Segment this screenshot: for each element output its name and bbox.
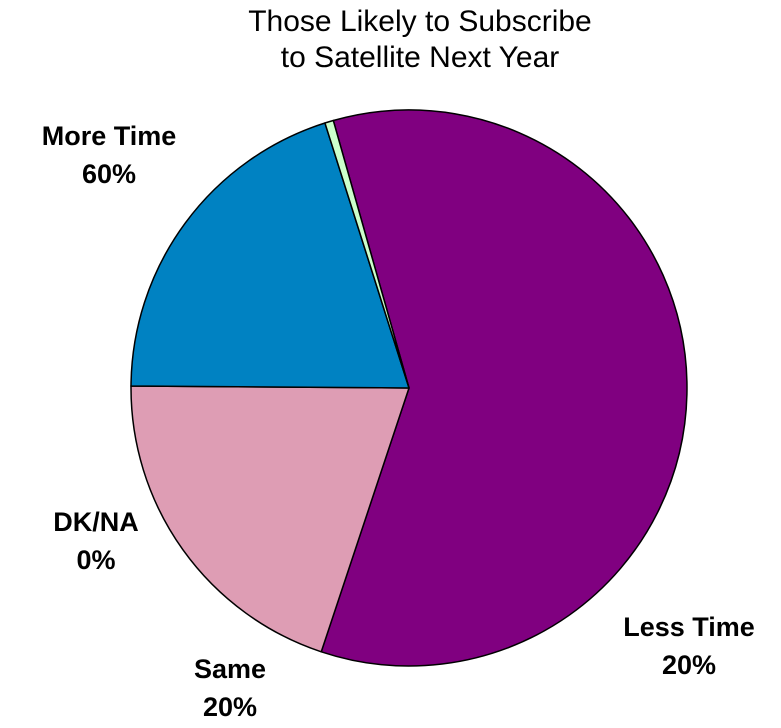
slice-label-dk-na: DK/NA 0% [30, 503, 162, 579]
slice-label-same-value: 20% [202, 692, 258, 722]
slice-label-more-time: More Time 60% [14, 117, 204, 193]
slice-label-more-time-value: 60% [81, 159, 137, 189]
slice-label-dk-na-value: 0% [76, 545, 116, 575]
slice-label-same-name: Same [193, 654, 267, 684]
pie-slice-same [130, 122, 410, 389]
pie-slice-more-time [320, 109, 688, 667]
chart-title: Those Likely to Subscribe to Satellite N… [190, 4, 650, 76]
slice-label-same: Same 20% [160, 650, 300, 726]
slice-label-less-time: Less Time 20% [604, 608, 774, 684]
chart-title-line-2: to Satellite Next Year [280, 41, 560, 74]
slice-label-less-time-name: Less Time [623, 612, 755, 642]
chart-title-line-1: Those Likely to Subscribe [248, 5, 592, 38]
slice-label-less-time-value: 20% [661, 650, 717, 680]
pie-slice-less-time [130, 385, 410, 653]
pie-slices [130, 109, 688, 667]
slice-label-dk-na-name: DK/NA [53, 507, 139, 537]
pie-slice-dk-na [324, 119, 410, 389]
slice-label-more-time-name: More Time [41, 121, 177, 151]
